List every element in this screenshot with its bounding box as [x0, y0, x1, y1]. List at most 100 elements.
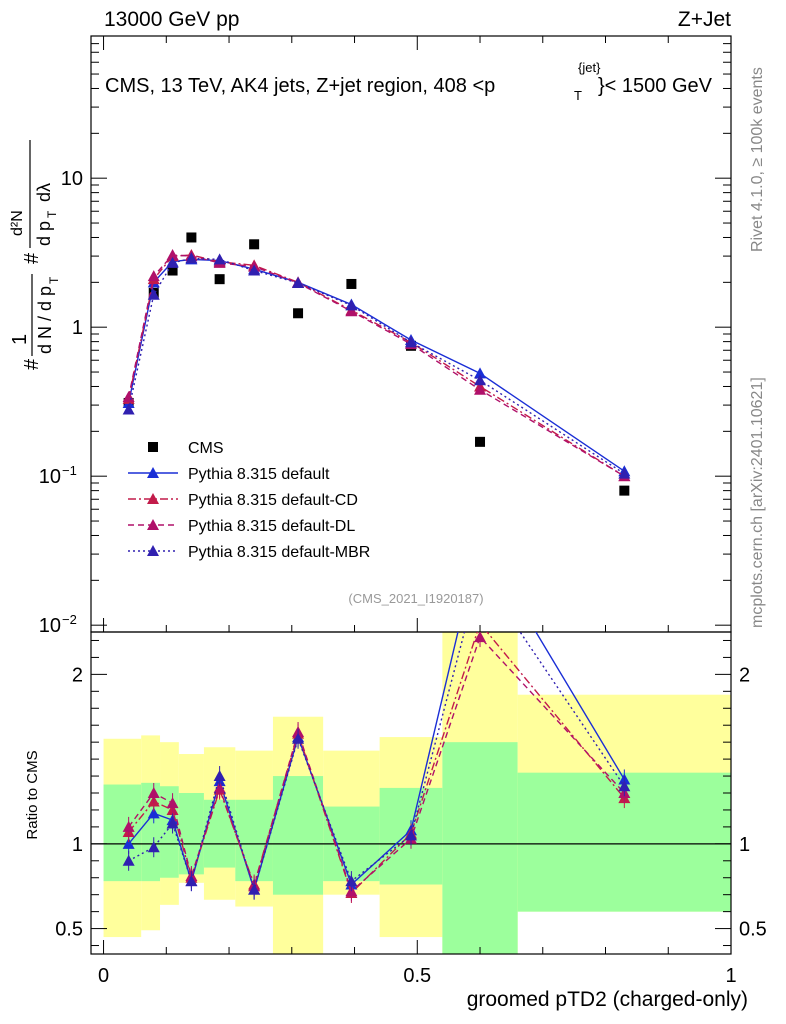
series-3-point-9	[474, 383, 487, 395]
series-4-point-8	[405, 336, 417, 348]
y-axis-label-dlambda: dλ	[34, 183, 54, 202]
series-3-point-0	[122, 390, 135, 402]
y-tick-label-ratio-2: 2	[72, 664, 83, 686]
series-1-point-9	[474, 367, 487, 379]
y-tick-label-ratio-right-0: 0.5	[739, 919, 767, 941]
legend-label-0: CMS	[188, 440, 224, 457]
y-tick-label-main-0: 10	[39, 615, 61, 637]
series-4-ratio-point-10	[618, 780, 631, 792]
header-left-label: 13000 GeV pp	[104, 8, 239, 31]
y-axis-label-hash2: #	[21, 252, 43, 264]
x-axis-label: groomed pTD2 (charged-only)	[467, 988, 748, 1011]
legend-label-3: Pythia 8.315 default-DL	[188, 518, 355, 535]
ratio-uncertainty-bands	[91, 632, 731, 954]
plot-title-main: CMS, 13 TeV, AK4 jets, Z+jet region, 408…	[105, 75, 495, 97]
y-axis-label-denominator: d N / d p	[35, 286, 55, 354]
legend-marker-cms	[148, 442, 158, 452]
series-4-ratio-point-6	[292, 732, 305, 744]
legend-marker-2	[147, 493, 159, 504]
y-tick-label-ratio-right-2: 2	[739, 664, 750, 686]
analysis-tag: (CMS_2021_I1920187)	[348, 591, 483, 606]
y-tick-label-main-2: 1	[72, 317, 83, 339]
series-3-ratio-point-9	[474, 632, 487, 643]
series-4-ratio-point-3	[185, 875, 198, 887]
mcplots-label: mcplots.cern.ch [arXiv:2401.10621]	[749, 377, 766, 628]
legend-marker-3	[147, 519, 159, 530]
band-inner-1	[141, 782, 161, 882]
series-line-2	[127, 254, 625, 477]
series-4-point-6	[292, 276, 305, 288]
series-3-point-1	[147, 270, 160, 282]
cms-point-6	[293, 308, 304, 319]
series-3-ratio-point-2	[166, 797, 179, 809]
main-plot-series	[122, 232, 631, 496]
series-4-point-9	[474, 374, 487, 386]
series-1-ratio-point-0	[122, 837, 135, 849]
plot-title-end: }< 1500 GeV	[598, 75, 713, 97]
cms-point-7	[346, 278, 357, 289]
y-tick-exp-main-1: −1	[62, 463, 77, 478]
series-4-point-7	[345, 299, 358, 311]
series-1-ratio-point-9	[474, 533, 486, 544]
series-4-ratio-point-4	[213, 770, 226, 782]
cms-point-5	[249, 239, 260, 250]
y-tick-label-main-1: 10	[39, 466, 61, 488]
cms-point-2	[167, 265, 178, 276]
legend-label-1: Pythia 8.315 default	[188, 466, 330, 483]
y-axis-label-sub-t2: T	[45, 210, 59, 218]
y-tick-label-ratio-0: 0.5	[55, 919, 83, 941]
y-axis-label-ratio: Ratio to CMS	[24, 750, 41, 839]
series-3-ratio-point-1	[147, 787, 160, 798]
series-4-ratio-point-9	[474, 567, 486, 578]
legend: CMS Pythia 8.315 default Pythia 8.315 defa…	[128, 440, 370, 561]
cms-point-10	[619, 485, 630, 496]
plot-title-sup: {jet}	[578, 60, 601, 75]
x-tick-label-1: 0.5	[403, 965, 431, 987]
series-3-ratio-point-0	[122, 820, 135, 832]
series-4-point-4	[213, 253, 226, 265]
legend-marker-4	[147, 545, 159, 556]
y-axis-label-main: # 1 d N / d p T # d²N d p T dλ	[9, 140, 61, 370]
series-4-point-1	[147, 288, 160, 300]
series-4-point-10	[618, 467, 631, 479]
legend-label-4: Pythia 8.315 default-MBR	[188, 544, 370, 561]
x-tick-label-2: 1	[725, 965, 736, 987]
ratio-plot-series	[122, 533, 631, 903]
series-4-point-5	[248, 264, 261, 276]
series-4-ratio-point-1	[147, 841, 160, 853]
series-3-point-7	[345, 305, 358, 317]
series-4-point-0	[122, 403, 135, 415]
band-inner-0	[103, 784, 142, 882]
series-4-ratio-point-5	[248, 883, 261, 895]
plot-title: CMS, 13 TeV, AK4 jets, Z+jet region, 408…	[105, 60, 713, 103]
y-axis-label-sub-t: T	[47, 276, 61, 284]
band-inner-9	[442, 742, 518, 954]
series-4-point-3	[185, 252, 198, 264]
plot-title-sub: T	[574, 88, 582, 103]
series-4-point-2	[166, 256, 179, 268]
y-axis-label-numerator: d²N	[9, 210, 26, 236]
legend-marker-1	[147, 467, 159, 478]
band-inner-4	[203, 799, 236, 868]
header-right-label: Z+Jet	[678, 8, 731, 31]
series-3-point-2	[166, 249, 179, 261]
x-tick-label-0: 0	[98, 965, 109, 987]
y-tick-label-ratio-right-1: 1	[739, 834, 750, 856]
series-4-ratio-point-7	[345, 875, 358, 887]
cms-point-3	[186, 232, 197, 243]
y-axis-label-one: 1	[9, 334, 31, 345]
y-tick-exp-main-0: −2	[62, 612, 77, 627]
main-plot-frame	[90, 35, 732, 633]
cms-point-9	[475, 436, 486, 447]
series-3-ratio-point-4	[213, 781, 226, 793]
rivet-version-label: Rivet 4.1.0, ≥ 100k events	[749, 67, 766, 252]
y-axis-label-dpt: d p	[34, 221, 54, 246]
y-tick-label-ratio-1: 1	[72, 834, 83, 856]
y-axis-label-hash1: #	[21, 358, 43, 370]
series-4-ratio-point-2	[166, 817, 179, 829]
cms-point-4	[214, 274, 225, 285]
band-inner-3	[178, 793, 204, 875]
y-tick-label-main-3: 10	[61, 168, 83, 190]
